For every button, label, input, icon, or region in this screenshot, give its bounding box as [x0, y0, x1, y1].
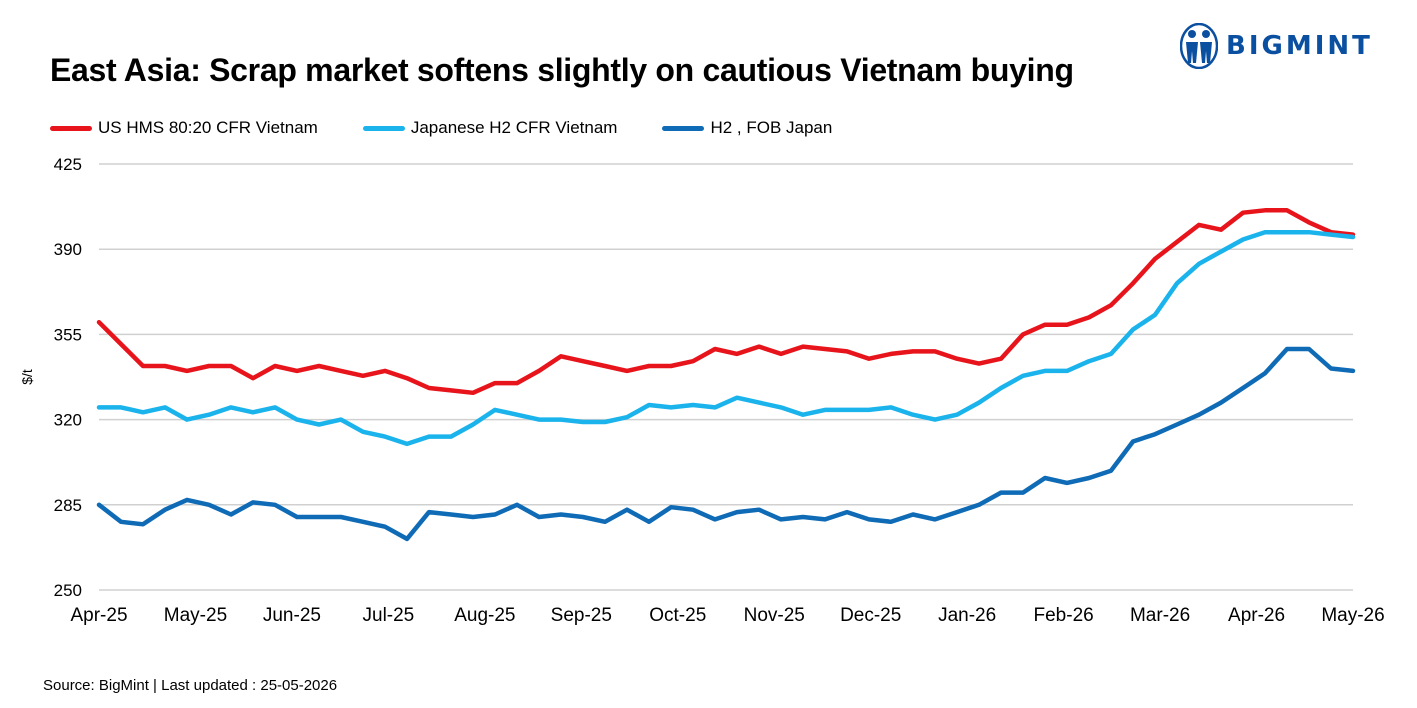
source-note: Source: BigMint | Last updated : 25-05-2…: [43, 677, 338, 694]
legend-swatch-japanese-h2-cfr: [362, 125, 405, 131]
x-tick-label-Sep-25: Sep-25: [551, 605, 612, 626]
x-tick-label-Oct-25: Oct-25: [649, 605, 706, 626]
legend-swatch-h2-fob: [662, 125, 705, 131]
chart-legend: US HMS 80:20 CFR Vietnam Japanese H2 CFR…: [50, 116, 877, 140]
legend-item-h2-fob: H2 , FOB Japan: [662, 118, 832, 138]
legend-swatch-us-hms: [50, 125, 92, 131]
x-tick-label-Mar-26: Mar-26: [1130, 605, 1190, 626]
x-tick-label-Dec-25: Dec-25: [840, 605, 901, 626]
chart-title: East Asia: Scrap market softens slightly…: [50, 52, 1074, 88]
y-tick-label-250: 250: [54, 581, 82, 600]
x-tick-label-May-26: May-26: [1321, 605, 1384, 626]
people-figures-icon: [1180, 23, 1218, 69]
y-tick-label-355: 355: [54, 325, 82, 344]
brand-logo: BIGMINT: [1180, 22, 1373, 70]
x-tick-label-May-25: May-25: [164, 605, 227, 626]
brand-name: BIGMINT: [1226, 31, 1373, 61]
legend-item-japanese-h2-cfr: Japanese H2 CFR Vietnam: [362, 118, 618, 138]
series-line-2: [96, 346, 1356, 542]
legend-label-us-hms: US HMS 80:20 CFR Vietnam: [98, 118, 318, 137]
y-tick-label-390: 390: [54, 240, 82, 259]
series-line-1: [96, 229, 1356, 447]
x-tick-label-Jan-26: Jan-26: [938, 605, 996, 626]
x-tick-label-Jun-25: Jun-25: [263, 605, 321, 626]
x-tick-label-Apr-25: Apr-25: [70, 605, 127, 626]
legend-label-japanese-h2-cfr: Japanese H2 CFR Vietnam: [410, 118, 618, 137]
y-tick-label-285: 285: [54, 496, 82, 515]
x-tick-label-Feb-26: Feb-26: [1034, 605, 1094, 626]
series-line-0: [96, 208, 1356, 396]
legend-item-us-hms: US HMS 80:20 CFR Vietnam: [50, 118, 318, 138]
x-tick-label-Nov-25: Nov-25: [744, 605, 805, 626]
x-tick-label-Apr-26: Apr-26: [1228, 605, 1285, 626]
y-tick-label-425: 425: [54, 155, 82, 174]
x-tick-label-Jul-25: Jul-25: [363, 605, 415, 626]
y-tick-label-320: 320: [54, 411, 82, 430]
legend-label-h2-fob: H2 , FOB Japan: [710, 118, 833, 137]
y-axis-label: $/t: [19, 369, 35, 385]
x-tick-label-Aug-25: Aug-25: [454, 605, 515, 626]
